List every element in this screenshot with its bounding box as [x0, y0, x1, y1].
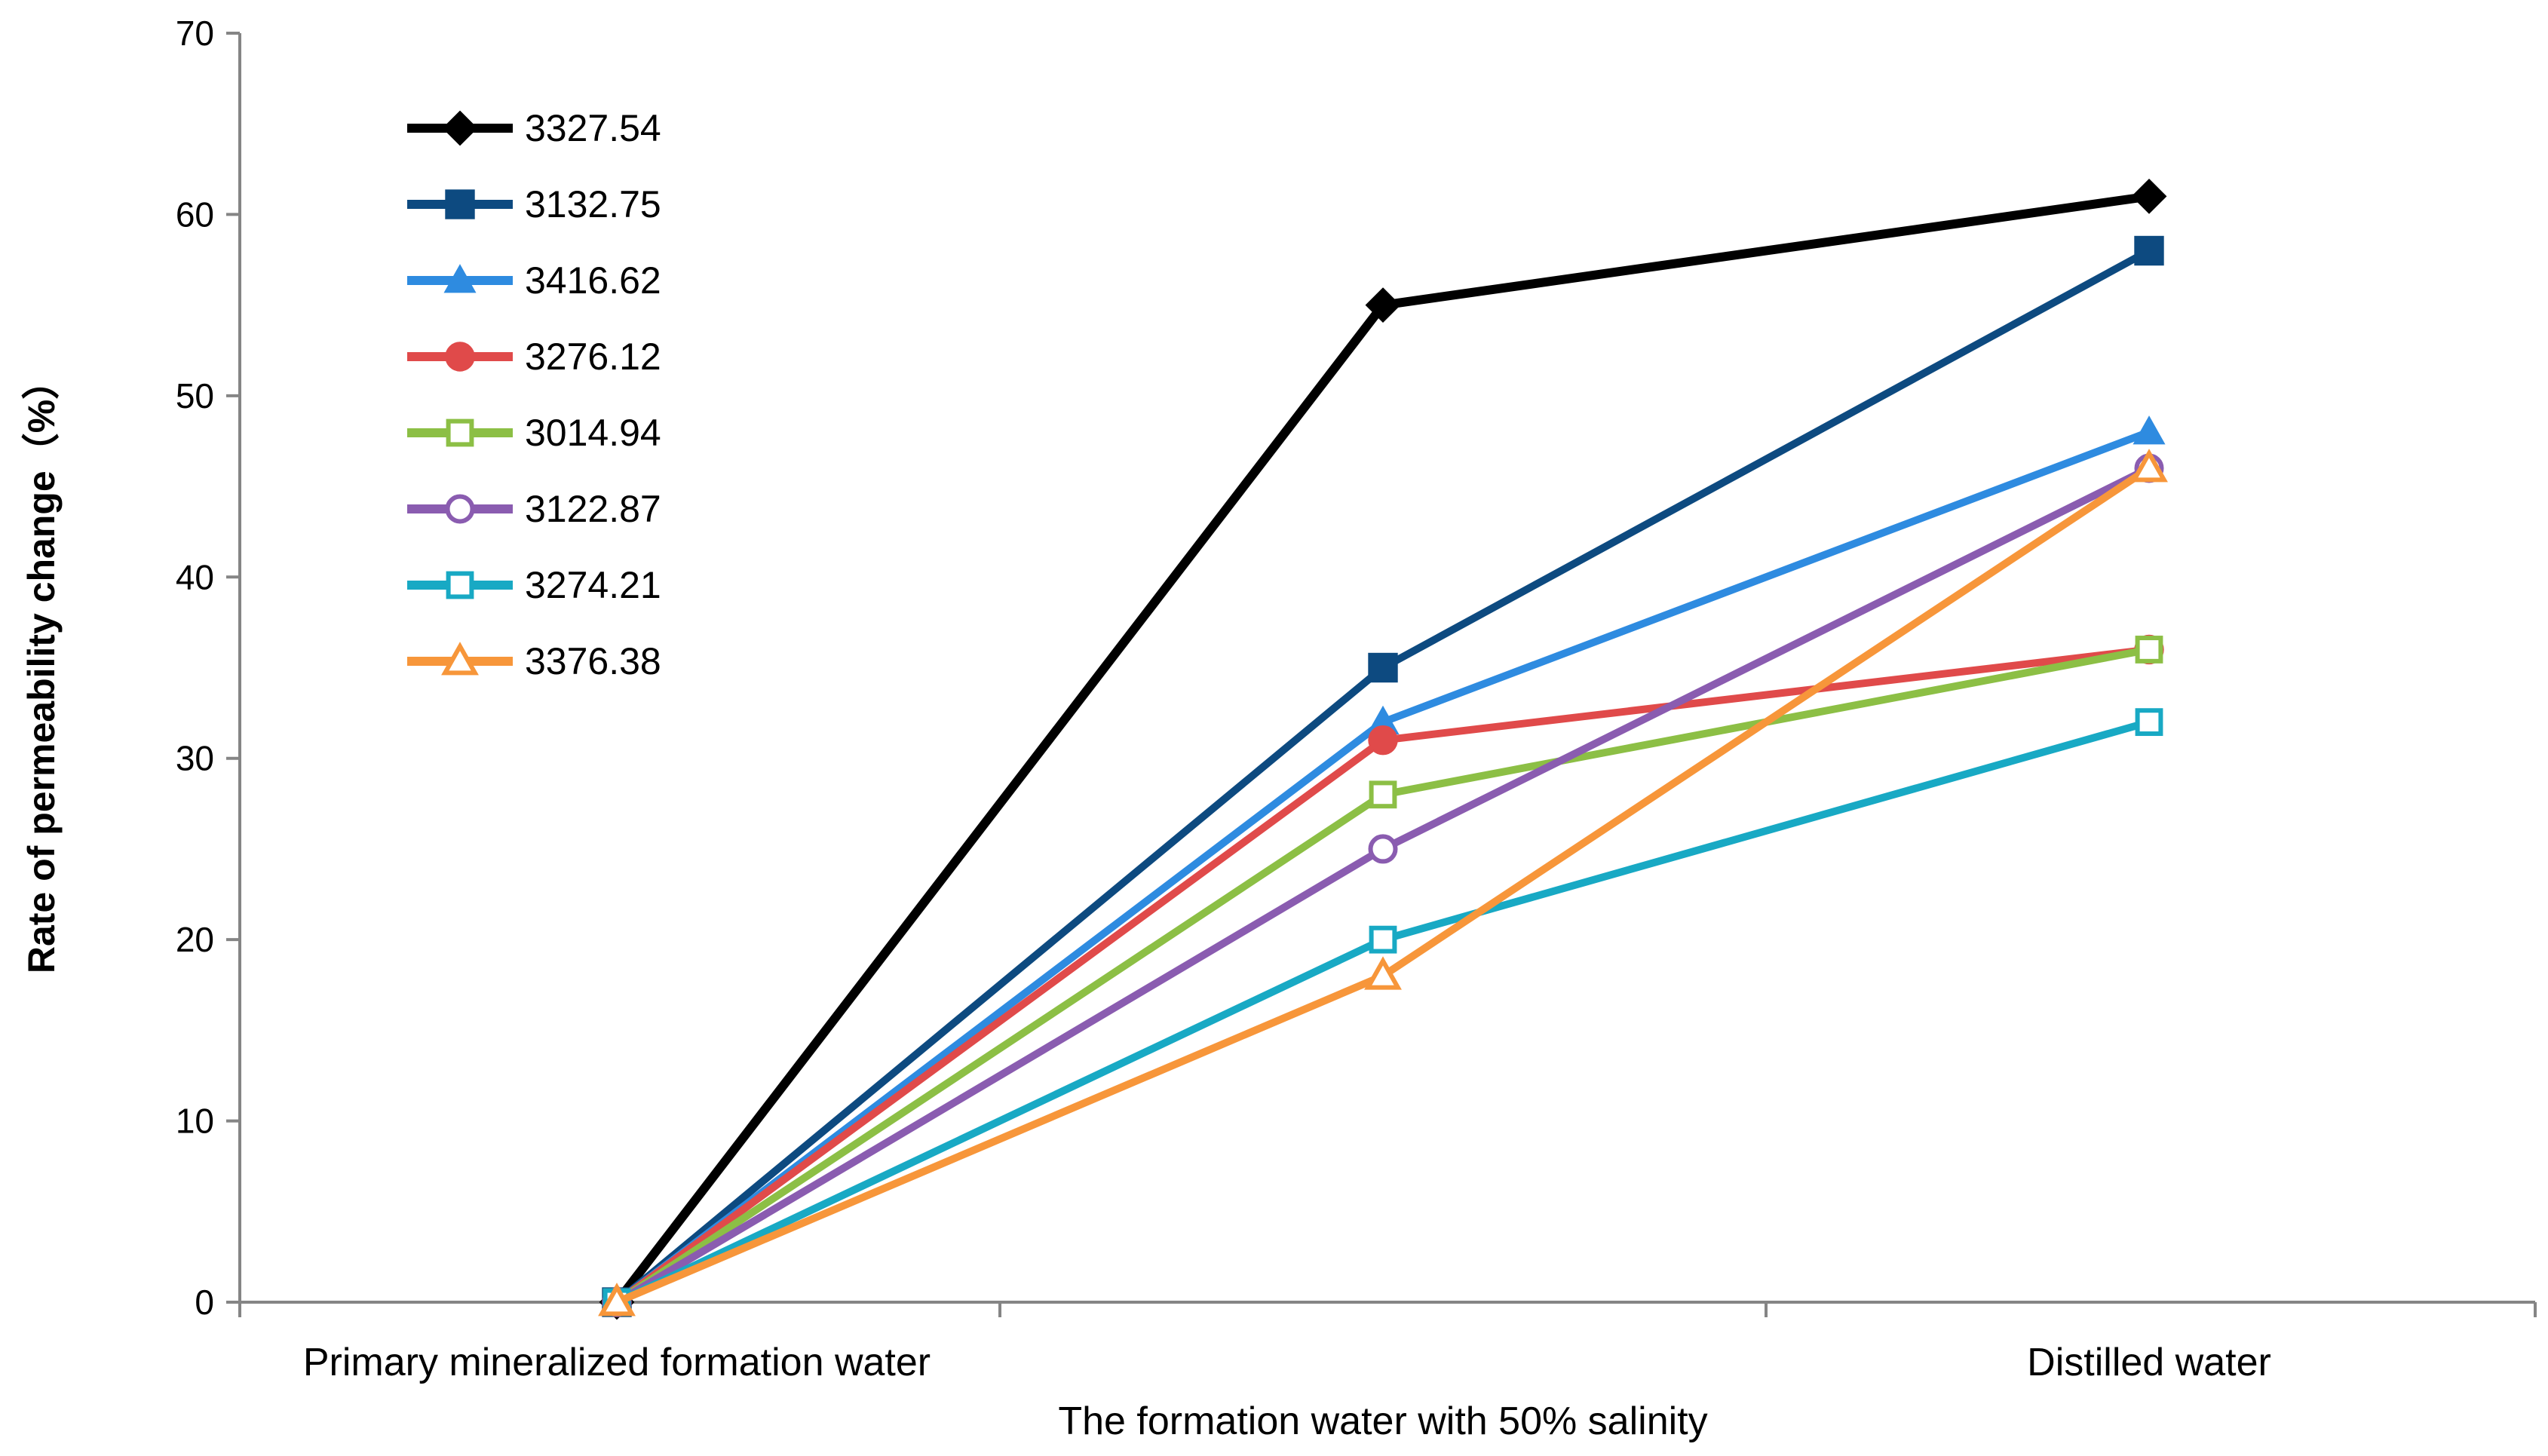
legend-marker — [445, 494, 475, 524]
legend-label: 3014.94 — [525, 412, 661, 454]
data-point — [2130, 449, 2168, 483]
series-line — [615, 718, 2151, 1306]
data-point — [2134, 235, 2164, 266]
y-tick-label: 70 — [176, 14, 214, 53]
legend-entry: 3416.62 — [407, 259, 661, 302]
x-ticks — [238, 1302, 2537, 1317]
series-line — [615, 464, 2151, 1306]
y-tick-label: 30 — [176, 739, 214, 778]
series-line — [614, 247, 2151, 1305]
y-axis-label: Rate of permeability change（%） — [20, 362, 63, 973]
series-3416.62 — [600, 415, 2166, 1315]
legend-marker — [442, 110, 478, 146]
legend-marker — [446, 418, 474, 447]
y-tick-label: 60 — [176, 195, 214, 234]
category-label-primary: Primary mineralized formation water — [303, 1341, 931, 1384]
data-point — [1369, 925, 1397, 954]
data-point — [1368, 834, 1398, 864]
legend-marker — [446, 571, 474, 599]
data-point — [2135, 708, 2163, 737]
legend-entry: 3014.94 — [407, 412, 661, 454]
legend-label: 3132.75 — [525, 183, 661, 225]
y-ticks: 0 10 20 30 40 50 60 70 — [176, 14, 240, 1322]
data-point — [2131, 178, 2167, 214]
series-line — [615, 464, 2151, 1306]
data-point — [1364, 956, 1402, 990]
series-3122.87 — [602, 453, 2164, 1317]
legend-entry: 3376.38 — [407, 640, 661, 682]
legend-label: 3376.38 — [525, 640, 661, 682]
legend: 3327.54 3132.75 3416.62 3276.12 3014.94 3122.… — [407, 107, 661, 682]
data-point — [598, 1283, 636, 1317]
data-point — [2135, 636, 2163, 664]
data-point — [1368, 725, 1398, 756]
data-point — [1365, 287, 1401, 323]
legend-marker — [441, 642, 479, 676]
y-tick-label: 50 — [176, 376, 214, 415]
legend-marker — [443, 264, 477, 293]
series-group — [598, 178, 2168, 1320]
legend-entry: 3132.75 — [407, 183, 661, 225]
legend-marker — [445, 342, 475, 372]
x-axis-label: The formation water with 50% salinity — [1058, 1399, 1707, 1443]
legend-entry: 3274.21 — [407, 564, 661, 606]
legend-label: 3327.54 — [525, 107, 661, 149]
y-tick-label: 20 — [176, 920, 214, 959]
category-label-distilled: Distilled water — [2027, 1341, 2271, 1384]
y-tick-label: 40 — [176, 557, 214, 596]
data-point — [2133, 415, 2166, 445]
data-point — [1369, 780, 1397, 809]
data-point — [1368, 652, 1398, 683]
legend-label: 3274.21 — [525, 564, 661, 606]
series-line — [614, 428, 2151, 1305]
legend-entry: 3122.87 — [407, 488, 661, 530]
legend-entry: 3327.54 — [407, 107, 661, 149]
legend-label: 3276.12 — [525, 336, 661, 378]
legend-label: 3122.87 — [525, 488, 661, 530]
y-tick-label: 0 — [195, 1283, 214, 1322]
y-tick-label: 10 — [176, 1102, 214, 1141]
legend-label: 3416.62 — [525, 259, 661, 302]
series-3376.38 — [598, 449, 2168, 1317]
category-labels: Primary mineralized formation water Dist… — [303, 1341, 2271, 1384]
legend-marker — [445, 189, 475, 219]
legend-entry: 3276.12 — [407, 336, 661, 378]
